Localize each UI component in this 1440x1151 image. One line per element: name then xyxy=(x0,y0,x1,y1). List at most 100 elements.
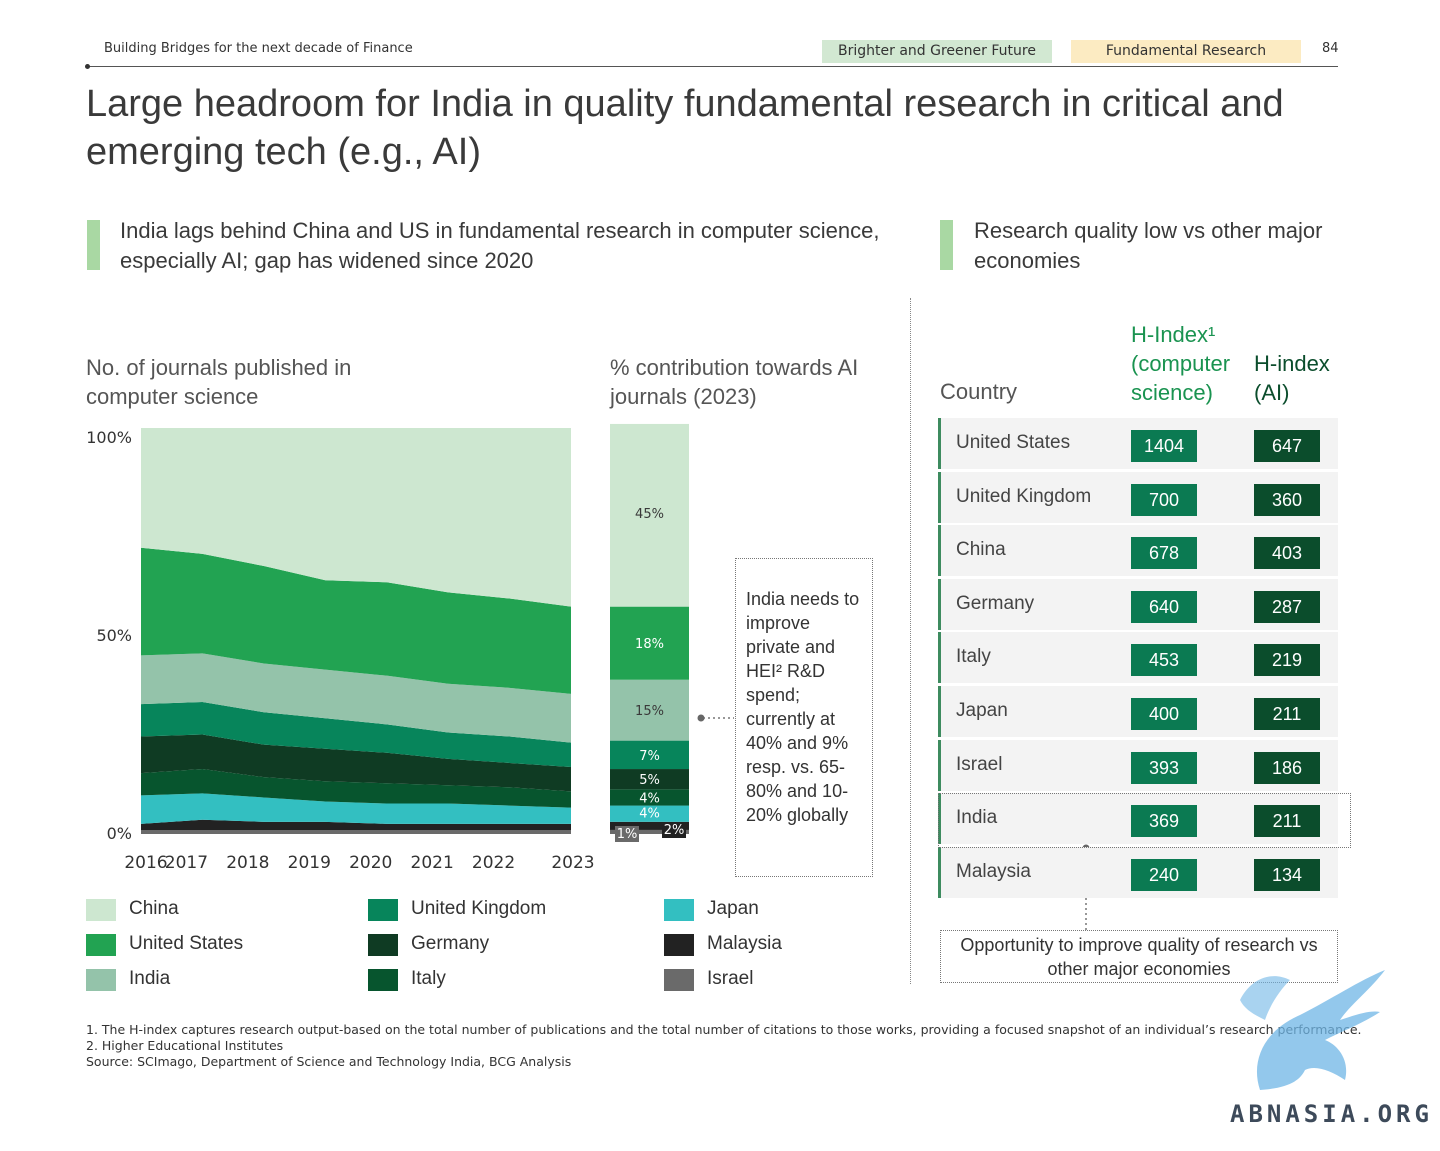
country-name-united-kingdom: United Kingdom xyxy=(956,485,1092,507)
hindex-cs-united-states: 1404 xyxy=(1131,430,1197,462)
area-malaysia xyxy=(141,819,571,830)
legend-swatch-germany xyxy=(368,934,398,956)
header-divider-dot xyxy=(85,64,90,69)
x-tick-label-2020: 2020 xyxy=(349,853,393,873)
hindex-cs-israel: 393 xyxy=(1131,751,1197,784)
table-header-hindex-ai: H-index (AI) xyxy=(1254,351,1330,405)
left-section-heading: India lags behind China and US in fundam… xyxy=(120,218,880,273)
x-tick-label-2023: 2023 xyxy=(551,853,595,873)
hindex-ai-united-kingdom: 360 xyxy=(1254,483,1320,516)
bar-label-italy: 4% xyxy=(639,791,660,806)
bar-label-united-kingdom: 7% xyxy=(639,749,660,764)
legend-swatch-italy xyxy=(368,969,398,991)
table-header-country: Country xyxy=(940,379,1018,404)
legend-swatch-malaysia xyxy=(664,934,694,956)
bar-label-malaysia: 2% xyxy=(664,823,685,838)
right-section-heading: Research quality low vs other major econ… xyxy=(974,218,1323,273)
left-section-accent xyxy=(87,220,100,270)
country-name-japan: Japan xyxy=(956,700,1008,721)
hindex-cs-germany: 640 xyxy=(1131,590,1197,623)
section-divider xyxy=(910,298,911,984)
legend-swatch-india xyxy=(86,969,116,991)
chart2-title: % contribution towards AI journals (2023… xyxy=(610,355,859,409)
watermark-griffin-icon xyxy=(1240,970,1385,1090)
area-italy xyxy=(141,769,571,808)
hindex-cs-india: 369 xyxy=(1131,805,1197,838)
x-tick-label-2016: 2016 xyxy=(124,853,168,873)
legend-label-israel: Israel xyxy=(707,968,754,989)
country-name-israel: Israel xyxy=(956,753,1003,775)
bar-chart xyxy=(610,423,689,834)
right-section-accent xyxy=(940,220,953,270)
legend-swatch-united-kingdom xyxy=(368,899,398,921)
bar-label-united-states: 18% xyxy=(635,637,664,652)
footnote-2: 2. Higher Educational Institutes xyxy=(86,1038,284,1053)
country-name-united-states: United States xyxy=(956,432,1071,453)
header-divider xyxy=(88,66,1338,67)
ytick-label-100: 100% xyxy=(86,428,132,447)
legend-label-china: China xyxy=(129,898,179,919)
legend-swatch-japan xyxy=(664,899,694,921)
country-name-malaysia: Malaysia xyxy=(956,860,1031,882)
bar-label-india: 15% xyxy=(635,704,664,719)
x-tick-label-2022: 2022 xyxy=(471,853,516,873)
hindex-ai-israel: 186 xyxy=(1254,751,1320,784)
bar-label-japan: 4% xyxy=(639,807,660,822)
area-japan xyxy=(141,793,571,824)
bar-segment-united-kingdom xyxy=(610,740,689,770)
bar-labels: 1% 2% 4%4% 5% 7% 15% 18% 45% xyxy=(615,507,686,842)
legend-label-united-kingdom: United Kingdom xyxy=(411,898,547,919)
hindex-ai-japan: 211 xyxy=(1254,698,1320,730)
legend-label-united-states: United States xyxy=(129,933,244,954)
legend-swatch-china xyxy=(86,899,116,921)
bar-segment-malaysia xyxy=(610,821,689,830)
bar-label-china: 45% xyxy=(635,507,664,522)
opportunity-text: Opportunity to improve quality of resear… xyxy=(960,935,1318,979)
bar-segment-italy xyxy=(610,789,689,806)
bar-segment-germany xyxy=(610,769,689,790)
area-china xyxy=(141,428,571,607)
legend-label-italy: Italy xyxy=(411,968,446,989)
hindex-ai-india: 211 xyxy=(1254,805,1320,838)
footnote-source: Source: SCImago, Department of Science a… xyxy=(86,1054,572,1069)
hindex-ai-malaysia: 134 xyxy=(1254,858,1320,891)
hindex-cs-japan: 400 xyxy=(1131,698,1197,730)
watermark-text: ABNASIA.ORG xyxy=(1230,1100,1433,1128)
legend-label-germany: Germany xyxy=(411,933,490,954)
x-tick-label-2017: 2017 xyxy=(164,853,209,873)
bar-segment-china xyxy=(610,423,689,607)
x-tick-label-2018: 2018 xyxy=(226,853,270,873)
tag-brighter-greener: Brighter and Greener Future xyxy=(822,40,1052,63)
hindex-ai-united-states: 647 xyxy=(1254,430,1320,462)
x-tick-label-2021: 2021 xyxy=(410,853,454,873)
country-name-china: China xyxy=(956,539,1006,561)
page-number: 84 xyxy=(1322,41,1339,56)
bar-segment-india xyxy=(610,679,689,741)
page-title: Large headroom for India in quality fund… xyxy=(86,83,1284,173)
hindex-ai-italy: 219 xyxy=(1254,644,1320,677)
area-chart xyxy=(141,428,571,834)
india-note-text: India needs to improve private and HEI² … xyxy=(746,589,860,825)
bar-segment-united-states xyxy=(610,606,689,680)
note-connector-dot xyxy=(697,714,705,722)
ytick-label-50: 50% xyxy=(96,626,132,645)
hindex-cs-italy: 453 xyxy=(1131,644,1197,677)
area-india xyxy=(141,653,571,743)
ytick-label-0: 0% xyxy=(106,824,132,843)
opportunity-box xyxy=(940,930,1338,983)
area-united-kingdom xyxy=(141,702,571,768)
area-israel xyxy=(141,829,571,834)
india-note-box xyxy=(735,558,873,877)
tag-fundamental-research: Fundamental Research xyxy=(1071,40,1301,63)
area-germany xyxy=(141,734,571,792)
bar-segment-japan xyxy=(610,805,689,822)
legend-label-japan: Japan xyxy=(707,898,759,919)
hindex-cs-malaysia: 240 xyxy=(1131,858,1197,891)
table-header-hindex-cs: H-Index¹ (computer science) xyxy=(1131,322,1231,405)
country-name-india: India xyxy=(956,807,998,829)
x-tick-label-2019: 2019 xyxy=(287,853,331,873)
legend-swatch-israel xyxy=(664,969,694,991)
legend-swatch-united-states xyxy=(86,934,116,956)
bar-label-germany: 5% xyxy=(639,773,660,788)
